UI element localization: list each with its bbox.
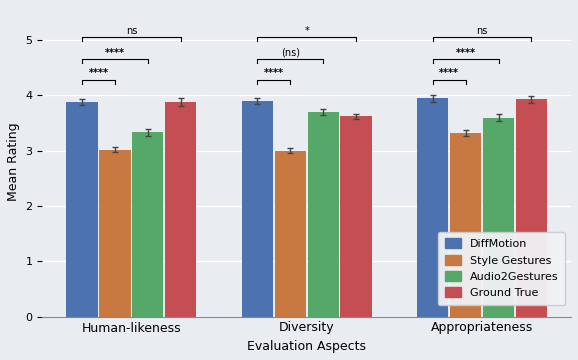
Text: ****: **** [439,68,459,78]
Bar [483,118,514,317]
Text: ns: ns [125,26,137,36]
Bar [450,133,481,317]
Bar [66,102,98,317]
Y-axis label: Mean Rating: Mean Rating [7,122,20,201]
Bar [307,112,339,317]
Bar [516,99,547,317]
Text: ns: ns [476,26,488,36]
Text: ****: **** [455,48,476,58]
Bar [275,151,306,317]
Text: ****: **** [105,48,125,58]
Bar [165,102,197,317]
Bar [99,150,131,317]
Bar [132,132,164,317]
Text: ****: **** [264,68,284,78]
Bar [340,116,372,317]
Bar [242,101,273,317]
X-axis label: Evaluation Aspects: Evaluation Aspects [247,340,366,353]
Text: ****: **** [88,68,109,78]
Text: *: * [305,26,309,36]
Bar [417,98,449,317]
Legend: DiffMotion, Style Gestures, Audio2Gestures, Ground True: DiffMotion, Style Gestures, Audio2Gestur… [438,232,565,305]
Text: (ns): (ns) [281,48,300,58]
